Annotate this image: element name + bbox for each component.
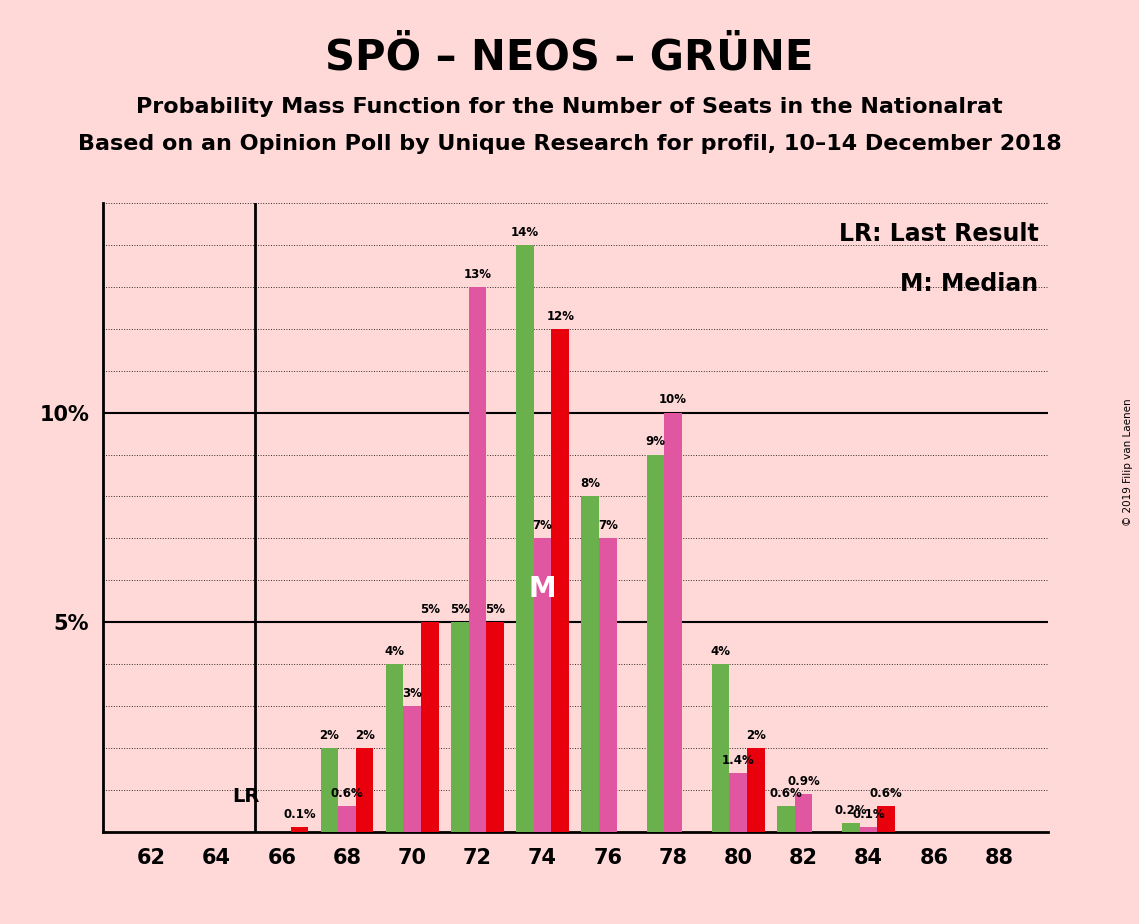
Text: 12%: 12% [547, 310, 574, 322]
Bar [795, 794, 812, 832]
Text: 5%: 5% [420, 602, 440, 616]
Text: 7%: 7% [598, 519, 617, 532]
Text: 2%: 2% [354, 728, 375, 742]
Bar [468, 287, 486, 832]
Bar [729, 773, 747, 832]
Text: Probability Mass Function for the Number of Seats in the Nationalrat: Probability Mass Function for the Number… [137, 97, 1002, 117]
Text: 0.2%: 0.2% [835, 804, 867, 817]
Bar [877, 807, 895, 832]
Text: 7%: 7% [533, 519, 552, 532]
Text: 3%: 3% [402, 687, 423, 699]
Text: 5%: 5% [485, 602, 505, 616]
Text: 2%: 2% [746, 728, 765, 742]
Bar [664, 413, 682, 832]
Text: © 2019 Filip van Laenen: © 2019 Filip van Laenen [1123, 398, 1133, 526]
Text: 0.1%: 0.1% [852, 808, 885, 821]
Bar [747, 748, 764, 832]
Bar [842, 823, 860, 832]
Text: 10%: 10% [659, 394, 687, 407]
Text: 0.6%: 0.6% [870, 787, 902, 800]
Bar [860, 827, 877, 832]
Text: 0.1%: 0.1% [284, 808, 316, 821]
Text: 4%: 4% [711, 645, 730, 658]
Bar [581, 496, 599, 832]
Bar [338, 807, 355, 832]
Bar [551, 329, 570, 832]
Bar [320, 748, 338, 832]
Text: 1.4%: 1.4% [722, 754, 754, 767]
Text: 14%: 14% [511, 225, 539, 239]
Text: 0.6%: 0.6% [330, 787, 363, 800]
Text: LR: Last Result: LR: Last Result [838, 222, 1039, 246]
Bar [534, 539, 551, 832]
Text: M: M [528, 575, 557, 602]
Text: 5%: 5% [450, 602, 469, 616]
Bar [421, 622, 439, 832]
Bar [516, 245, 534, 832]
Text: 4%: 4% [385, 645, 404, 658]
Bar [599, 539, 616, 832]
Text: SPÖ – NEOS – GRÜNE: SPÖ – NEOS – GRÜNE [326, 37, 813, 79]
Bar [777, 807, 795, 832]
Bar [386, 664, 403, 832]
Text: 0.9%: 0.9% [787, 774, 820, 787]
Bar [403, 706, 421, 832]
Text: 8%: 8% [580, 477, 600, 491]
Text: 13%: 13% [464, 268, 491, 281]
Text: Based on an Opinion Poll by Unique Research for profil, 10–14 December 2018: Based on an Opinion Poll by Unique Resea… [77, 134, 1062, 154]
Text: LR: LR [232, 787, 260, 807]
Text: 9%: 9% [646, 435, 665, 448]
Bar [451, 622, 468, 832]
Text: 2%: 2% [319, 728, 339, 742]
Text: 0.6%: 0.6% [770, 787, 802, 800]
Bar [290, 827, 309, 832]
Bar [355, 748, 374, 832]
Bar [712, 664, 729, 832]
Bar [647, 455, 664, 832]
Text: M: Median: M: Median [900, 273, 1039, 297]
Bar [486, 622, 503, 832]
